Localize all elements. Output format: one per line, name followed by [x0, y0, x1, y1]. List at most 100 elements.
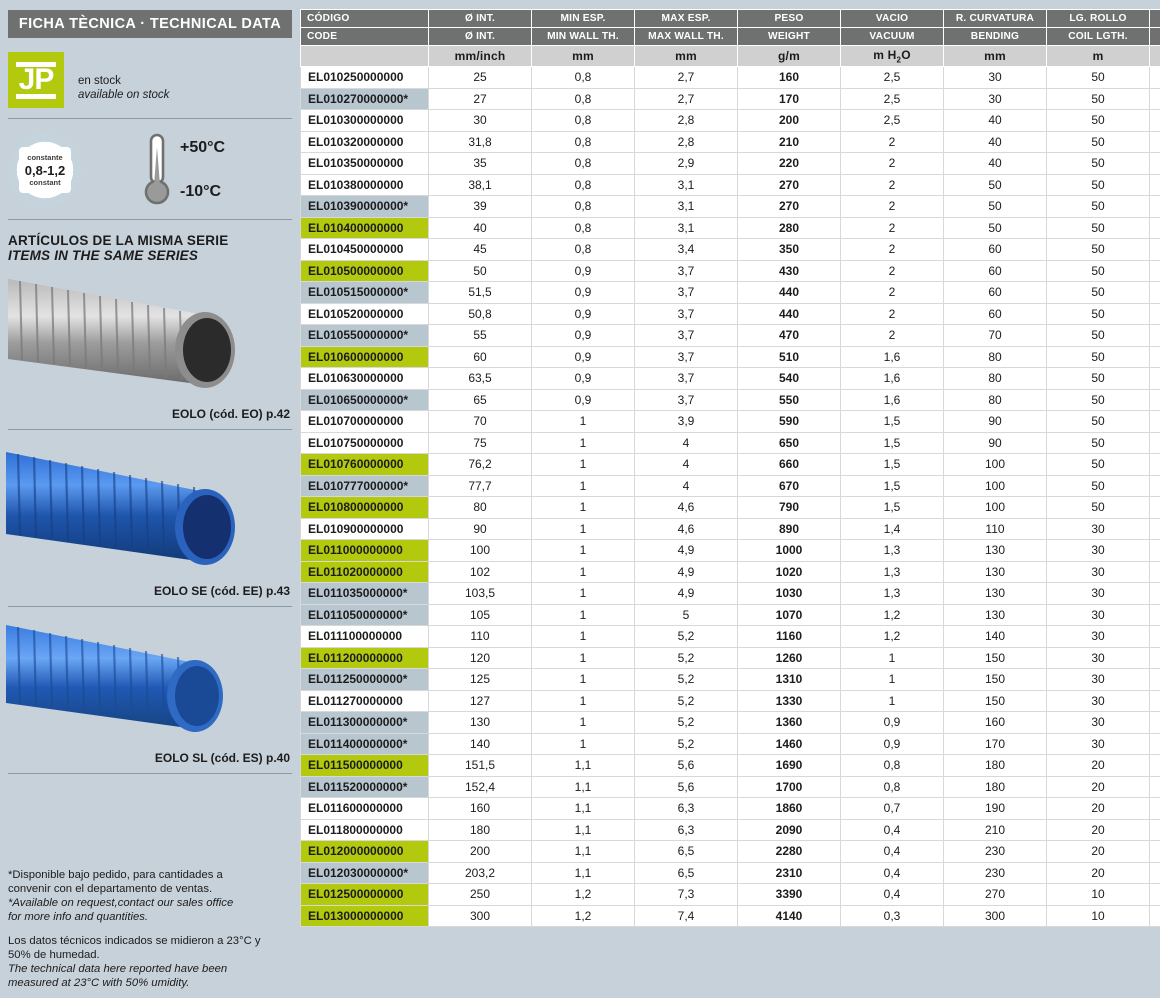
footnote-avail-en-1: *Available on request,contact our sales …: [8, 897, 234, 909]
cell-dint: 100: [428, 539, 532, 562]
table-row[interactable]: EL011500000000151,51,15,616900,8180200,9…: [300, 754, 1160, 777]
cell-code: EL010320000000: [300, 130, 429, 153]
cell-vac: 1,2: [840, 603, 944, 626]
cell-vol: 0,429: [1149, 517, 1160, 540]
cell-weight: 350: [737, 238, 841, 261]
temp-min: -10°C: [180, 183, 222, 200]
cell-maxw: 5,2: [634, 646, 738, 669]
table-row[interactable]: EL010515000000*51,50,93,7440260500,254: [300, 281, 1160, 304]
cell-vac: 1,3: [840, 560, 944, 583]
divider-5: [8, 773, 292, 774]
constant-wall-badge: constante 0,8-1,2 constant: [8, 133, 82, 207]
th-es-5: VACIO: [840, 9, 944, 28]
cell-vol: 0,642: [1149, 496, 1160, 519]
table-row[interactable]: EL011520000000*152,41,15,617000,8180200,…: [300, 775, 1160, 798]
cell-weight: 1690: [737, 754, 841, 777]
cell-maxw: 3,7: [634, 281, 738, 304]
cell-code: EL011050000000*: [300, 603, 429, 626]
cell-minw: 0,8: [531, 216, 635, 239]
series-caption-eolo-se: EOLO SE (cód. EE) p.43: [153, 584, 290, 598]
cell-code: EL010600000000: [300, 345, 429, 368]
table-row[interactable]: EL011035000000*103,514,910301,3130300,65…: [300, 582, 1160, 605]
footnote-meas-es-2: 50% de humedad.: [8, 949, 100, 961]
th-unit-3: mm: [634, 45, 738, 67]
cell-vac: 1: [840, 668, 944, 691]
cell-dint: 160: [428, 797, 532, 820]
cell-vac: 2: [840, 238, 944, 261]
cell-minw: 1: [531, 668, 635, 691]
th-unit-6: mm: [943, 45, 1047, 67]
cell-vol: 0,606: [1149, 453, 1160, 476]
table-row[interactable]: EL010550000000*550,93,7470270500,270: [300, 324, 1160, 347]
series-item-eolo-se[interactable]: EOLO SE (cód. EE) p.43: [0, 434, 300, 598]
cell-bend: 80: [943, 345, 1047, 368]
cell-code: EL010750000000: [300, 431, 429, 454]
cell-maxw: 3,7: [634, 345, 738, 368]
series-item-eolo[interactable]: EOLO (cód. EO) p.42: [0, 267, 300, 421]
th-en-1: Ø INT.: [428, 27, 532, 46]
cell-weight: 210: [737, 130, 841, 153]
cell-vac: 0,8: [840, 754, 944, 777]
cell-coil: 50: [1046, 410, 1150, 433]
divider-1: [8, 118, 292, 119]
cell-weight: 440: [737, 281, 841, 304]
cell-bend: 140: [943, 625, 1047, 648]
cell-weight: 170: [737, 87, 841, 110]
cell-dint: 35: [428, 152, 532, 175]
cell-maxw: 5,2: [634, 689, 738, 712]
cell-maxw: 5,2: [634, 625, 738, 648]
cell-coil: 30: [1046, 668, 1150, 691]
series-item-eolo-sl[interactable]: EOLO SL (cód. ES) p.40: [0, 611, 300, 765]
cell-coil: 50: [1046, 302, 1150, 325]
cell-coil: 50: [1046, 474, 1150, 497]
cell-vac: 1,6: [840, 388, 944, 411]
cell-bend: 70: [943, 324, 1047, 347]
cell-vac: 1,3: [840, 539, 944, 562]
logo-text: JP: [18, 63, 55, 96]
cell-vol: 0,251: [1149, 302, 1160, 325]
cell-weight: 4140: [737, 904, 841, 927]
cell-vac: 1,6: [840, 367, 944, 390]
cell-vac: 1,4: [840, 517, 944, 540]
table-row[interactable]: EL010390000000*390,83,1270250500,145: [300, 195, 1160, 218]
table-row[interactable]: EL012030000000*203,21,16,523100,4230201,…: [300, 861, 1160, 884]
cell-weight: 790: [737, 496, 841, 519]
cell-weight: 430: [737, 259, 841, 282]
cell-bend: 80: [943, 367, 1047, 390]
cell-weight: 1260: [737, 646, 841, 669]
cell-vol: 0,598: [1149, 431, 1160, 454]
